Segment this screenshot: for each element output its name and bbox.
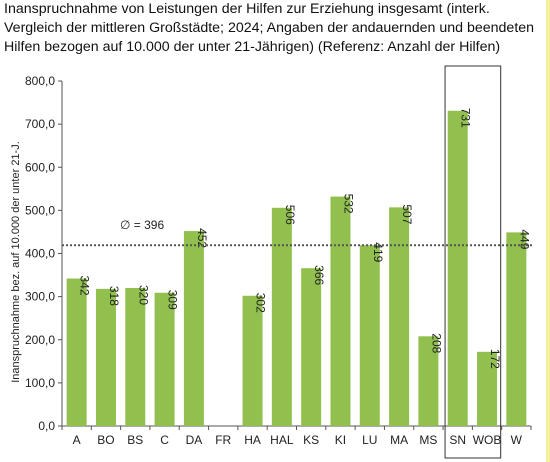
bar-value-label: 419	[371, 242, 385, 262]
bar-value-label: 506	[283, 205, 297, 225]
y-tick-label: 200,0	[25, 333, 55, 347]
x-tick-label: HAL	[270, 433, 294, 447]
x-tick-label: MS	[419, 433, 437, 447]
x-tick-label: MA	[390, 433, 408, 447]
x-tick-label: FR	[215, 433, 231, 447]
y-axis-label: Inanspruchnahme bez. auf 10.000 der unte…	[10, 141, 22, 383]
bar-value-label: 309	[166, 290, 180, 310]
bar	[95, 288, 116, 426]
bar-value-label: 342	[78, 276, 92, 296]
bar	[301, 268, 322, 426]
x-tick-label: A	[73, 433, 81, 447]
bar-value-label: 507	[400, 204, 414, 224]
y-tick-label: 100,0	[25, 376, 55, 390]
bar-value-label: 366	[312, 265, 326, 285]
bar-value-label: 532	[341, 194, 355, 214]
title-line: Vergleich der mittleren Großstädte; 2024…	[4, 20, 535, 36]
x-tick-label: SN	[449, 433, 466, 447]
x-tick-label: KS	[303, 433, 319, 447]
bar	[477, 351, 498, 426]
chart-title: Inanspruchnahme von Leistungen der Hilfe…	[4, 0, 544, 57]
x-tick-label: WOB	[473, 433, 502, 447]
bar	[330, 196, 351, 426]
x-tick-label: DA	[186, 433, 203, 447]
bar	[242, 295, 263, 426]
x-tick-label: BO	[97, 433, 114, 447]
x-tick-label: LU	[362, 433, 377, 447]
bar-value-label: 302	[254, 293, 268, 313]
bar	[359, 245, 380, 426]
x-tick-label: BS	[127, 433, 143, 447]
bar	[271, 207, 292, 426]
y-tick-label: 300,0	[25, 290, 55, 304]
bar	[389, 207, 410, 426]
y-tick-label: 800,0	[25, 74, 55, 88]
bar	[447, 110, 468, 426]
x-tick-label: KI	[335, 433, 346, 447]
bar	[183, 231, 204, 426]
y-tick-label: 700,0	[25, 117, 55, 131]
x-tick-label: W	[511, 433, 523, 447]
bar-value-label: 452	[195, 228, 209, 248]
x-tick-label: HA	[244, 433, 261, 447]
x-tick-label: C	[160, 433, 169, 447]
bar-value-label: 320	[136, 285, 150, 305]
title-line: Hilfen bezogen auf 10.000 der unter 21-J…	[4, 39, 501, 55]
y-tick-label: 500,0	[25, 203, 55, 217]
bar	[125, 288, 146, 426]
y-tick-label: 600,0	[25, 160, 55, 174]
bar-value-label: 449	[517, 229, 531, 249]
bar-value-label: 172	[488, 349, 502, 369]
bar	[418, 336, 439, 426]
bar-value-label: 318	[107, 286, 121, 306]
highlight-box	[444, 65, 502, 459]
average-label: ∅ = 396	[120, 218, 164, 232]
y-tick-label: 400,0	[25, 247, 55, 261]
bar-value-label: 208	[429, 333, 443, 353]
bar	[506, 232, 527, 426]
bar	[66, 278, 87, 426]
bar	[154, 292, 175, 426]
title-line: Inanspruchnahme von Leistungen der Hilfe…	[4, 1, 490, 17]
bar-value-label: 731	[459, 108, 473, 128]
y-tick-label: 0,0	[38, 419, 55, 433]
